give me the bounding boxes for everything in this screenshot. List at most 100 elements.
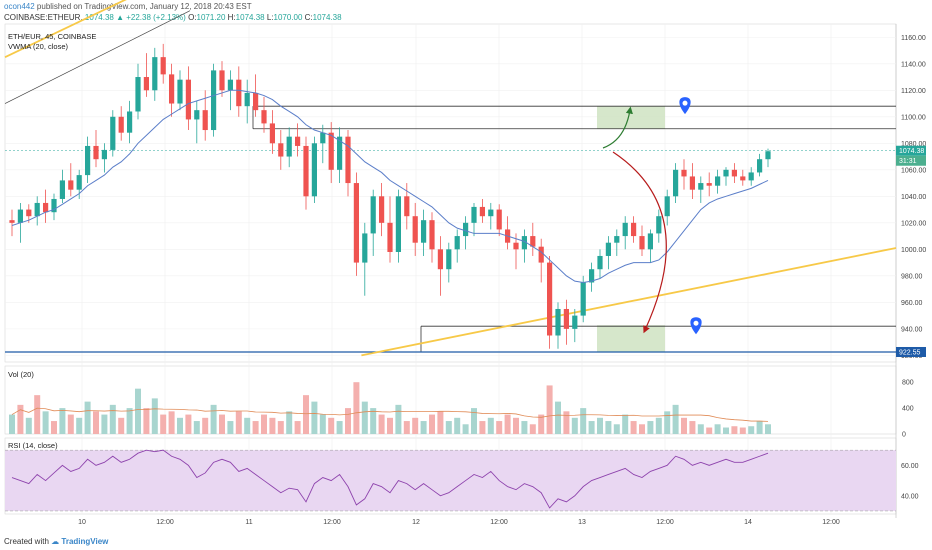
footer-brand[interactable]: TradingView [61, 537, 109, 546]
price-tick-label: 1100.00 [901, 114, 926, 121]
volume-bar [504, 414, 511, 434]
support-price-tag-bg [896, 346, 926, 357]
x-tick-label: 14 [744, 519, 752, 526]
volume-bar [227, 421, 234, 434]
volume-bar [118, 417, 125, 434]
x-tick-label: 12:00 [490, 519, 508, 526]
candle [580, 275, 586, 323]
target-zone-upper [597, 106, 665, 129]
candle [337, 127, 343, 184]
candle [681, 159, 687, 190]
candle-body [328, 132, 334, 170]
candle [689, 163, 695, 199]
volume-bar [697, 424, 704, 434]
countdown-tag: 31:31 [896, 155, 926, 166]
candle-body [311, 143, 317, 197]
candle-body [412, 216, 418, 243]
candle [471, 202, 477, 237]
candle-body [437, 249, 443, 270]
candle [93, 130, 99, 168]
volume-bar [706, 427, 713, 434]
x-tick-label: 13 [578, 519, 586, 526]
volume-bar [202, 417, 209, 434]
volume-bar [387, 417, 393, 434]
candle-body [580, 282, 586, 316]
candle-body [681, 169, 687, 177]
volume-bar [101, 414, 108, 434]
candle-body [362, 233, 368, 263]
last-price-tag: 1074.38 [896, 145, 926, 156]
candle [9, 209, 15, 237]
price-legend-vwma: VWMA (20, close) [8, 42, 69, 51]
candle [85, 136, 91, 184]
candle [715, 169, 721, 194]
candle-body [34, 202, 40, 217]
author-link[interactable]: ocon442 [4, 2, 35, 11]
candle [421, 209, 427, 256]
candle [463, 216, 469, 250]
volume-bar [303, 395, 309, 434]
candle-body [253, 92, 259, 111]
candle-body [421, 220, 427, 243]
volume-bar [277, 421, 284, 434]
candle-body [723, 169, 729, 177]
bearish-arrow [612, 151, 667, 334]
candle-body [143, 77, 149, 91]
candle-body [731, 169, 737, 177]
candle-body [59, 180, 65, 199]
footer-created: Created with [4, 537, 49, 546]
volume-bar [580, 408, 587, 434]
candle-body [177, 79, 183, 104]
candle [370, 189, 376, 256]
open-value: 1071.20 [196, 13, 226, 22]
candle [614, 229, 620, 256]
candle [118, 106, 124, 141]
volume-bar [286, 411, 293, 434]
volume-bar [345, 408, 351, 434]
price-tick-label: 1120.00 [901, 88, 926, 95]
candle-body [639, 236, 645, 250]
volume-bar [655, 417, 662, 434]
volume-bar [177, 417, 183, 434]
candle-body [572, 315, 578, 329]
candle-body [479, 206, 485, 217]
candle-body [261, 110, 267, 124]
volume-bar [9, 414, 15, 434]
low-label: L: [266, 13, 274, 22]
candle-body [488, 209, 494, 217]
volume-bar [756, 421, 763, 434]
volume-bar [235, 411, 242, 434]
pin-dot [693, 320, 699, 326]
candle [34, 196, 40, 226]
volume-bar [639, 424, 645, 434]
volume-bar [328, 417, 335, 434]
volume-bar [311, 401, 318, 434]
price-tick-label: 960.00 [901, 300, 923, 307]
volume-bar [613, 424, 620, 434]
vwma-line [11, 89, 769, 283]
candle [219, 61, 225, 97]
candle-body [379, 196, 385, 223]
close-label: C: [304, 13, 313, 22]
volume-bar [437, 411, 444, 434]
rsi-tick-label: 60.00 [901, 463, 919, 470]
price-tick-label: 1040.00 [901, 194, 926, 201]
rsi-tick-label: 40.00 [901, 493, 919, 500]
candle-body [673, 169, 679, 197]
candle [135, 63, 141, 120]
candle [488, 202, 494, 230]
trendline-lower [361, 247, 897, 357]
candle [387, 196, 393, 263]
last-price-tag-bg [896, 145, 926, 156]
candle-body [715, 176, 721, 186]
candle [395, 189, 401, 263]
location-pin-icon [679, 97, 691, 115]
volume-bar [714, 424, 721, 434]
candle-body [169, 74, 175, 104]
volume-bar [412, 417, 419, 434]
candle [765, 148, 771, 168]
candle-body [589, 269, 595, 283]
volume-bar [244, 417, 251, 434]
volume-bar [454, 417, 461, 434]
